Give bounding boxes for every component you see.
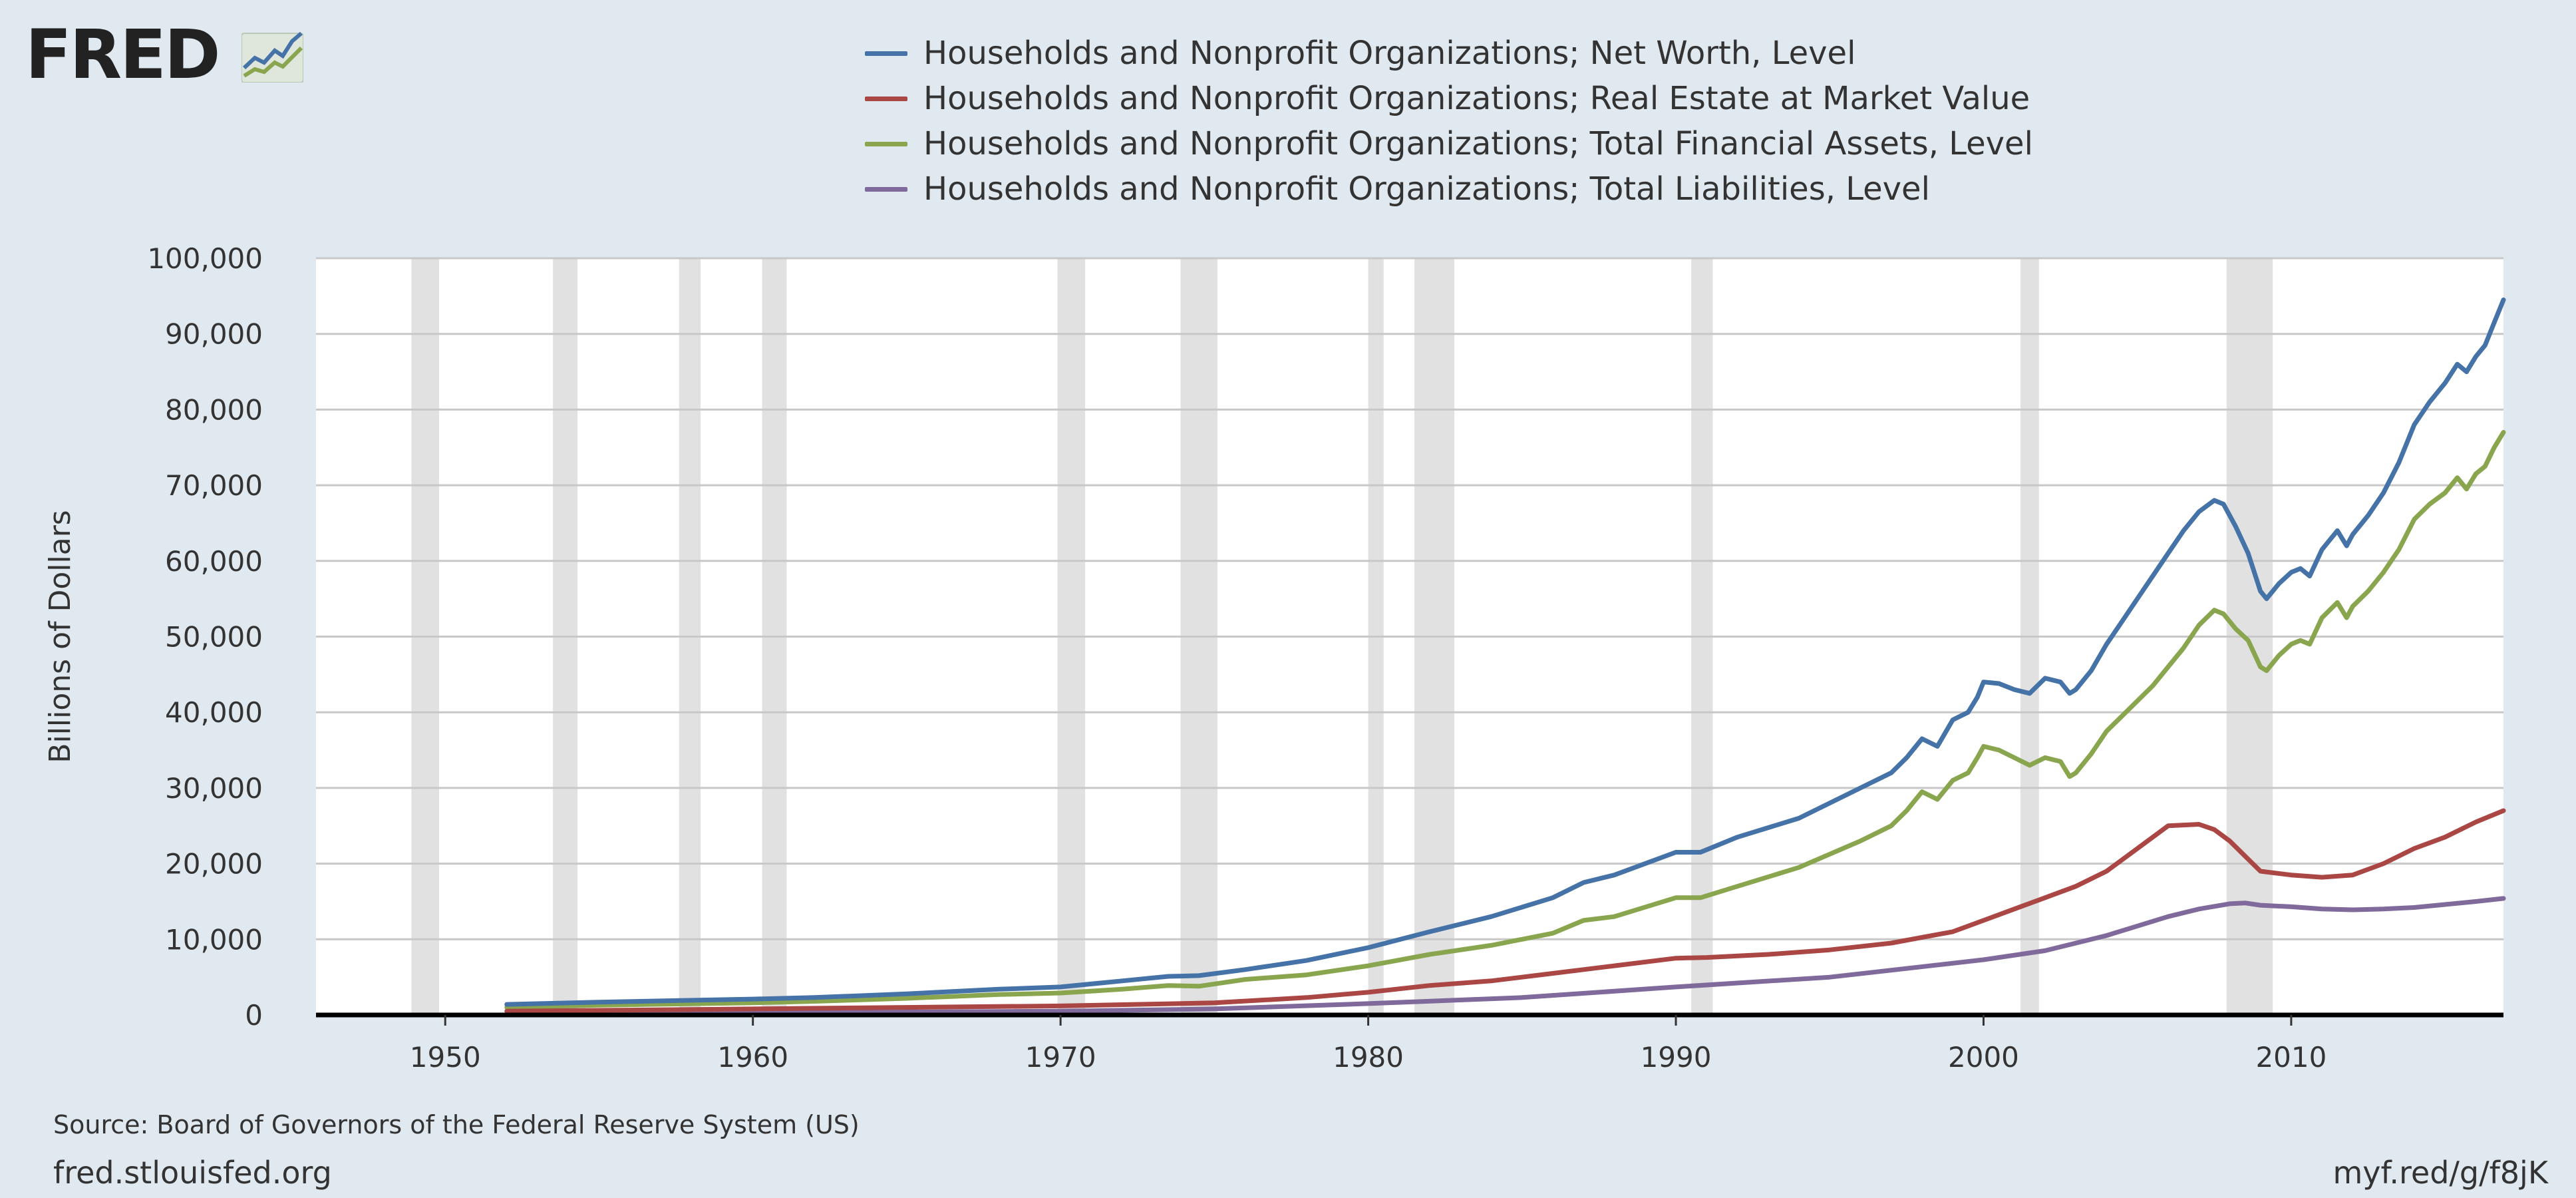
- legend-label-net-worth: Households and Nonprofit Organizations; …: [923, 35, 1856, 72]
- y-tick-label: 70,000: [165, 469, 263, 502]
- y-tick-label: 60,000: [165, 545, 263, 578]
- x-axis-ticks: 1950 1960 1970 1980 1990 2000 2010: [410, 1015, 2327, 1074]
- legend-item-liabilities[interactable]: Households and Nonprofit Organizations; …: [865, 166, 2033, 212]
- fred-logo-text: FRED: [25, 15, 221, 95]
- y-tick-label: 40,000: [165, 696, 263, 729]
- y-tick-label: 0: [245, 999, 263, 1032]
- site-link[interactable]: fred.stlouisfed.org: [53, 1155, 332, 1191]
- y-tick-label: 90,000: [165, 318, 263, 351]
- x-tick-label: 1990: [1641, 1041, 1712, 1074]
- legend-swatch-financial-assets: [865, 141, 907, 146]
- legend-item-real-estate[interactable]: Households and Nonprofit Organizations; …: [865, 76, 2033, 121]
- legend-swatch-liabilities: [865, 186, 907, 192]
- legend-label-liabilities: Households and Nonprofit Organizations; …: [923, 170, 1930, 208]
- legend-label-real-estate: Households and Nonprofit Organizations; …: [923, 80, 2030, 117]
- y-tick-label: 10,000: [165, 923, 263, 956]
- legend-swatch-real-estate: [865, 96, 907, 101]
- fred-chart-logo-icon: [242, 31, 303, 83]
- short-link[interactable]: myf.red/g/f8jK: [2333, 1155, 2548, 1191]
- y-axis-title: Billions of Dollars: [43, 510, 77, 763]
- x-tick-label: 1970: [1025, 1041, 1096, 1074]
- y-tick-label: 30,000: [165, 772, 263, 805]
- legend-item-net-worth[interactable]: Households and Nonprofit Organizations; …: [865, 31, 2033, 76]
- x-tick-label: 2000: [1948, 1041, 2019, 1074]
- y-tick-label: 50,000: [165, 621, 263, 654]
- series-line[interactable]: [504, 896, 2506, 1017]
- legend-item-financial-assets[interactable]: Households and Nonprofit Organizations; …: [865, 121, 2033, 166]
- y-tick-label: 100,000: [147, 242, 263, 275]
- source-note: Source: Board of Governors of the Federa…: [53, 1110, 860, 1139]
- x-tick-label: 2010: [2255, 1041, 2327, 1074]
- series-line[interactable]: [504, 808, 2506, 1014]
- y-tick-label: 80,000: [165, 393, 263, 426]
- x-tick-label: 1980: [1333, 1041, 1404, 1074]
- chart-legend: Households and Nonprofit Organizations; …: [865, 31, 2033, 212]
- y-tick-label: 20,000: [165, 848, 263, 881]
- series-line[interactable]: [504, 430, 2506, 1010]
- series-lines: [504, 298, 2506, 1017]
- gridlines: [316, 257, 2503, 940]
- y-axis-ticks: 0 10,000 20,000 30,000 40,000 50,000 60,000 70,…: [147, 242, 263, 1032]
- legend-swatch-net-worth: [865, 51, 907, 56]
- x-tick-label: 1950: [410, 1041, 481, 1074]
- series-line[interactable]: [504, 298, 2506, 1007]
- x-tick-label: 1960: [717, 1041, 788, 1074]
- legend-label-financial-assets: Households and Nonprofit Organizations; …: [923, 125, 2033, 162]
